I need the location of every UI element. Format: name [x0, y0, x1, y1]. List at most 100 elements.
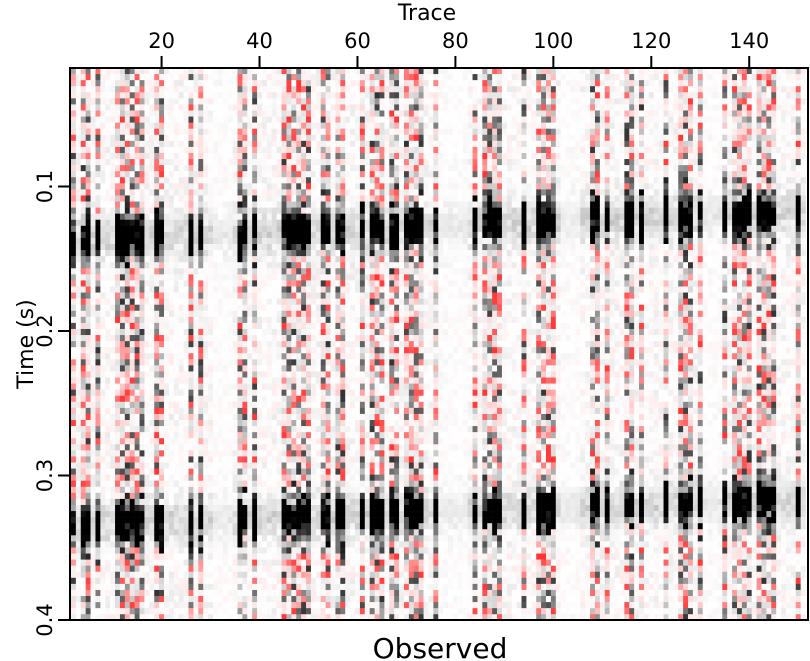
heatmap-cell — [173, 189, 180, 196]
heatmap-cell — [217, 231, 224, 239]
heatmap-cell — [193, 413, 199, 421]
heatmap-cell — [173, 456, 180, 463]
heatmap-cell — [115, 322, 121, 330]
heatmap-cell — [173, 541, 180, 548]
heatmap-cell — [85, 292, 91, 299]
heatmap-cell — [330, 316, 336, 324]
heatmap-cell — [291, 480, 297, 488]
heatmap-cell — [154, 225, 160, 233]
heatmap-cell — [198, 122, 204, 129]
heatmap-cell — [70, 316, 77, 324]
heatmap-cell — [212, 608, 219, 615]
heatmap-cell — [212, 68, 219, 75]
heatmap-cell — [208, 529, 214, 536]
heatmap-cell — [164, 407, 170, 415]
heatmap-cell — [203, 237, 209, 245]
heatmap-cell — [115, 450, 121, 457]
heatmap-cell — [266, 262, 273, 269]
heatmap-cell — [227, 529, 233, 536]
heatmap-cell — [173, 335, 180, 342]
heatmap-cell — [266, 589, 273, 597]
heatmap-cell — [276, 608, 282, 615]
heatmap-cell — [208, 74, 214, 81]
heatmap-cell — [315, 462, 322, 469]
heatmap-cell — [315, 541, 322, 548]
heatmap-cell — [203, 92, 209, 99]
heatmap-cell — [164, 462, 170, 469]
heatmap-cell — [301, 262, 307, 269]
heatmap-cell — [232, 341, 238, 348]
heatmap-cell — [310, 231, 317, 239]
heatmap-cell — [110, 171, 116, 178]
heatmap-cell — [276, 523, 282, 530]
heatmap-cell — [330, 268, 336, 275]
heatmap-cell — [320, 80, 326, 87]
heatmap-cell — [242, 219, 248, 227]
heatmap-cell — [330, 110, 336, 117]
heatmap-cell — [188, 583, 194, 591]
heatmap-cell — [212, 335, 219, 342]
heatmap-cell — [237, 589, 243, 597]
heatmap-cell — [306, 86, 312, 93]
heatmap-cell — [129, 256, 135, 263]
heatmap-cell — [173, 608, 180, 615]
heatmap-cell — [134, 401, 140, 409]
heatmap-cell — [139, 498, 145, 506]
heatmap-cell — [149, 529, 155, 536]
heatmap-cell — [212, 401, 219, 409]
heatmap-cell — [252, 86, 258, 93]
heatmap-cell — [193, 134, 199, 142]
heatmap-cell — [95, 207, 101, 214]
heatmap-cell — [217, 468, 224, 475]
heatmap-cell — [70, 353, 77, 360]
heatmap-cell — [276, 122, 282, 129]
heatmap-cell — [315, 589, 322, 597]
heatmap-cell — [149, 486, 155, 494]
heatmap-cell — [217, 614, 224, 621]
heatmap-cell — [95, 559, 101, 566]
heatmap-cell — [266, 244, 273, 251]
heatmap-cell — [271, 456, 277, 463]
heatmap-cell — [75, 420, 82, 427]
heatmap-cell — [178, 577, 184, 585]
heatmap-cell — [159, 395, 165, 403]
heatmap-cell — [203, 256, 209, 263]
heatmap-cell — [80, 116, 86, 123]
heatmap-cell — [70, 413, 77, 421]
heatmap-cell — [115, 128, 121, 136]
heatmap-cell — [173, 553, 180, 560]
heatmap-cell — [119, 104, 126, 111]
heatmap-cell — [168, 310, 175, 318]
heatmap-cell — [115, 498, 121, 506]
heatmap-cell — [212, 602, 219, 609]
heatmap-cell — [217, 225, 224, 233]
heatmap-cell — [124, 571, 131, 579]
heatmap-cell — [188, 486, 194, 494]
heatmap-cell — [149, 231, 155, 239]
heatmap-cell — [237, 486, 243, 494]
heatmap-cell — [227, 213, 233, 221]
heatmap-cell — [85, 328, 91, 336]
heatmap-cell — [242, 365, 248, 372]
heatmap-cell — [266, 146, 273, 154]
heatmap-cell — [159, 171, 165, 178]
heatmap-cell — [124, 280, 131, 287]
heatmap-cell — [154, 195, 160, 202]
heatmap-cell — [129, 183, 135, 190]
heatmap-cell — [325, 583, 331, 591]
heatmap-cell — [276, 341, 282, 348]
heatmap-cell — [139, 146, 145, 154]
heatmap-cell — [90, 353, 96, 360]
heatmap-cell — [247, 328, 253, 336]
heatmap-cell — [252, 529, 258, 536]
heatmap-cell — [178, 146, 184, 154]
heatmap-cell — [281, 189, 287, 196]
heatmap-cell — [183, 535, 189, 542]
heatmap-cell — [222, 165, 228, 172]
heatmap-cell — [281, 183, 287, 190]
heatmap-cell — [301, 134, 307, 142]
heatmap-cell — [193, 420, 199, 427]
heatmap-cell — [95, 547, 101, 554]
heatmap-cell — [291, 365, 297, 372]
heatmap-cell — [124, 86, 131, 93]
